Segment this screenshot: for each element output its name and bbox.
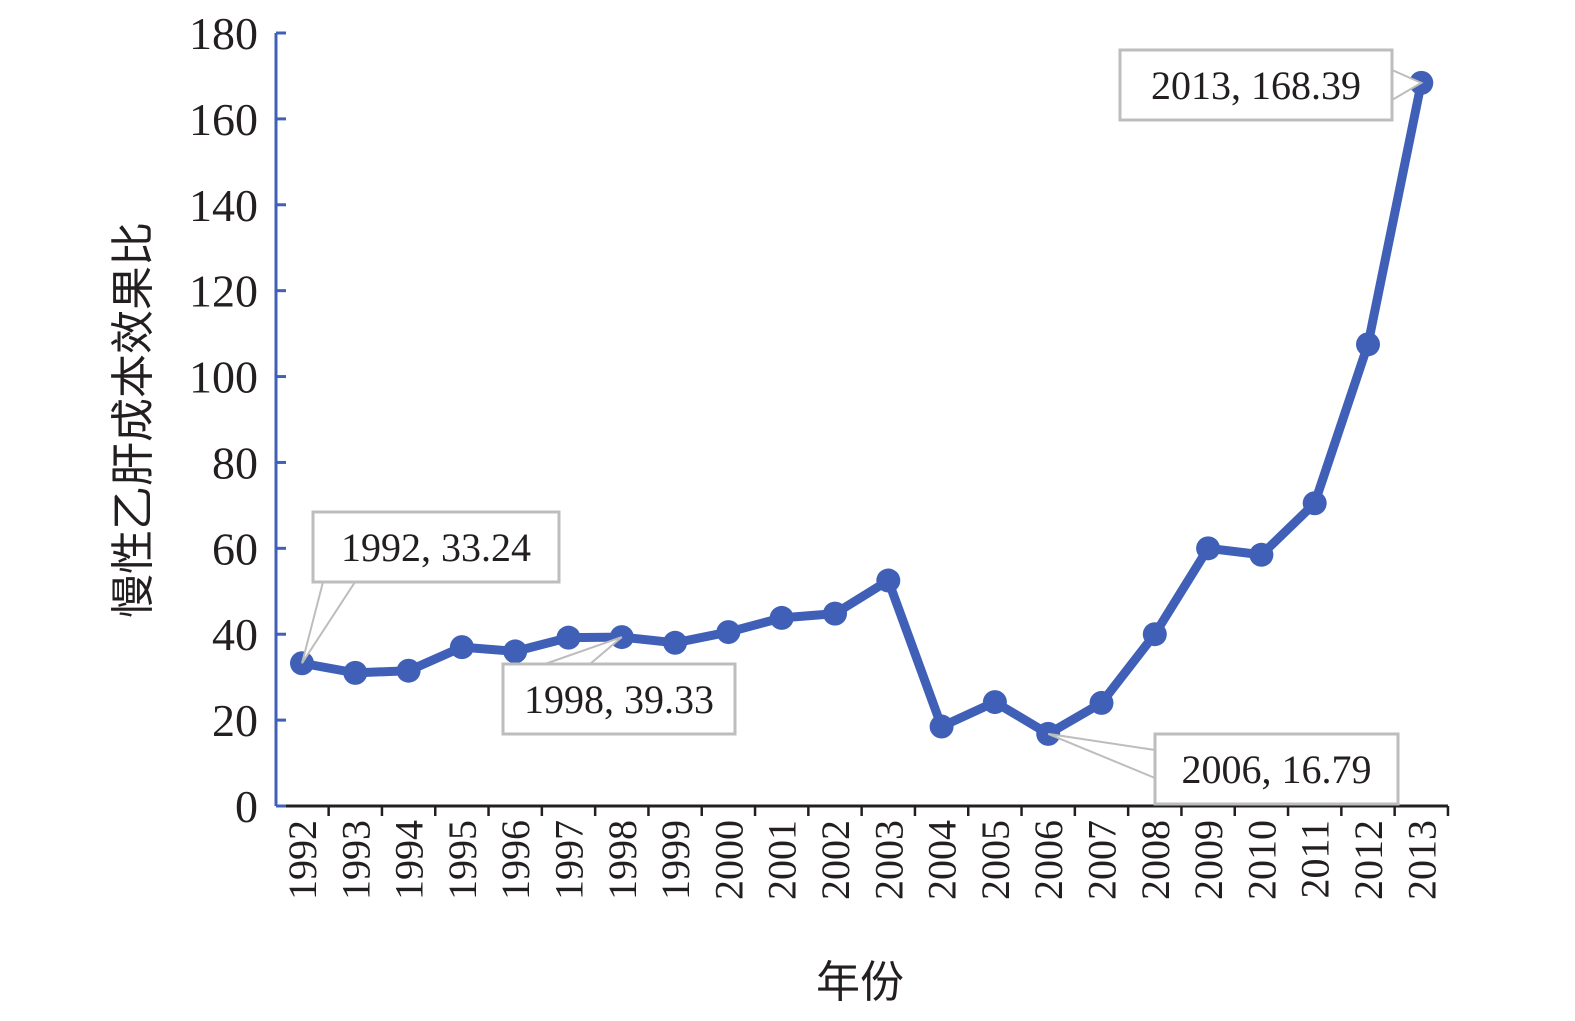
x-tick-label: 2009 <box>1186 820 1231 900</box>
axes <box>274 31 1450 816</box>
data-callout: 1992, 33.24 <box>301 510 561 664</box>
data-point <box>556 625 581 650</box>
callout-label: 1998, 39.33 <box>524 677 714 722</box>
tick-labels: 0 20 40 60 80 100 120 140 160 180 1992 1993 1994 1995… <box>189 8 1444 900</box>
x-tick-label: 1998 <box>600 820 645 900</box>
data-point <box>876 568 901 593</box>
data-point <box>449 635 474 660</box>
data-callout: 2013, 168.39 <box>1118 48 1424 122</box>
y-tick-label: 120 <box>189 266 258 317</box>
callout-box <box>501 662 737 736</box>
callout-label: 1992, 33.24 <box>341 525 531 570</box>
x-tick-label: 2004 <box>920 820 965 900</box>
x-tick-label: 2003 <box>866 820 911 900</box>
x-tick-label: 2011 <box>1293 820 1338 899</box>
callout-box <box>1118 48 1394 122</box>
series-line <box>297 78 1426 739</box>
data-point <box>769 605 794 630</box>
y-tick-label: 80 <box>212 437 258 488</box>
data-callout: 2006, 16.79 <box>1047 732 1400 806</box>
y-tick-label: 0 <box>235 781 258 832</box>
x-tick-label: 2002 <box>813 820 858 900</box>
y-tick-label: 40 <box>212 609 258 660</box>
x-tick-label: 2005 <box>973 820 1018 900</box>
data-point <box>929 714 954 739</box>
y-tick-label: 100 <box>189 352 258 403</box>
y-tick-label: 140 <box>189 180 258 231</box>
series-points <box>290 70 1434 746</box>
y-tick-label: 20 <box>212 695 258 746</box>
data-point <box>343 660 368 685</box>
data-point <box>1142 622 1167 647</box>
y-tick-label: 160 <box>189 94 258 145</box>
callout-label: 2006, 16.79 <box>1182 747 1372 792</box>
x-tick-label: 1994 <box>387 820 432 900</box>
x-tick-label: 2013 <box>1399 820 1444 900</box>
x-tick-label: 1997 <box>547 820 592 900</box>
data-point <box>1356 332 1380 357</box>
x-tick-label: 1992 <box>280 820 325 900</box>
x-tick-label: 2000 <box>706 820 751 900</box>
y-axis-title: 慢性乙肝成本效果比 <box>109 222 158 618</box>
x-axis-title: 年份 <box>816 958 904 1007</box>
data-callouts: 1992, 33.24 1998, 39.33 2006, 16.79 2013, 1… <box>301 48 1424 806</box>
data-point <box>1196 536 1221 561</box>
data-point <box>503 639 528 664</box>
callout-pointer <box>1047 732 1156 780</box>
data-point <box>1089 690 1114 715</box>
callout-box <box>311 510 561 584</box>
callout-box <box>1153 732 1400 806</box>
data-point <box>1249 542 1274 567</box>
data-point <box>823 601 847 626</box>
data-point <box>1302 491 1327 516</box>
x-tick-label: 2012 <box>1346 820 1391 900</box>
data-callout: 1998, 39.33 <box>501 636 737 736</box>
series-polyline <box>297 78 1426 739</box>
callout-label: 2013, 168.39 <box>1151 63 1361 108</box>
data-point <box>982 690 1007 715</box>
x-tick-label: 2010 <box>1239 820 1284 900</box>
x-tick-label: 2006 <box>1026 820 1071 900</box>
data-point <box>716 620 741 645</box>
y-tick-label: 180 <box>189 8 258 59</box>
callout-pointer <box>301 581 357 664</box>
x-tick-label: 1996 <box>493 820 538 900</box>
data-point <box>663 630 688 655</box>
x-tick-label: 1993 <box>333 820 378 900</box>
data-point <box>396 658 421 683</box>
x-tick-label: 1999 <box>653 820 698 900</box>
x-tick-label: 2007 <box>1080 820 1125 900</box>
x-tick-label: 1995 <box>440 820 485 900</box>
x-tick-label: 2001 <box>760 820 805 900</box>
x-tick-label: 2008 <box>1133 820 1178 900</box>
y-tick-label: 60 <box>212 523 258 574</box>
